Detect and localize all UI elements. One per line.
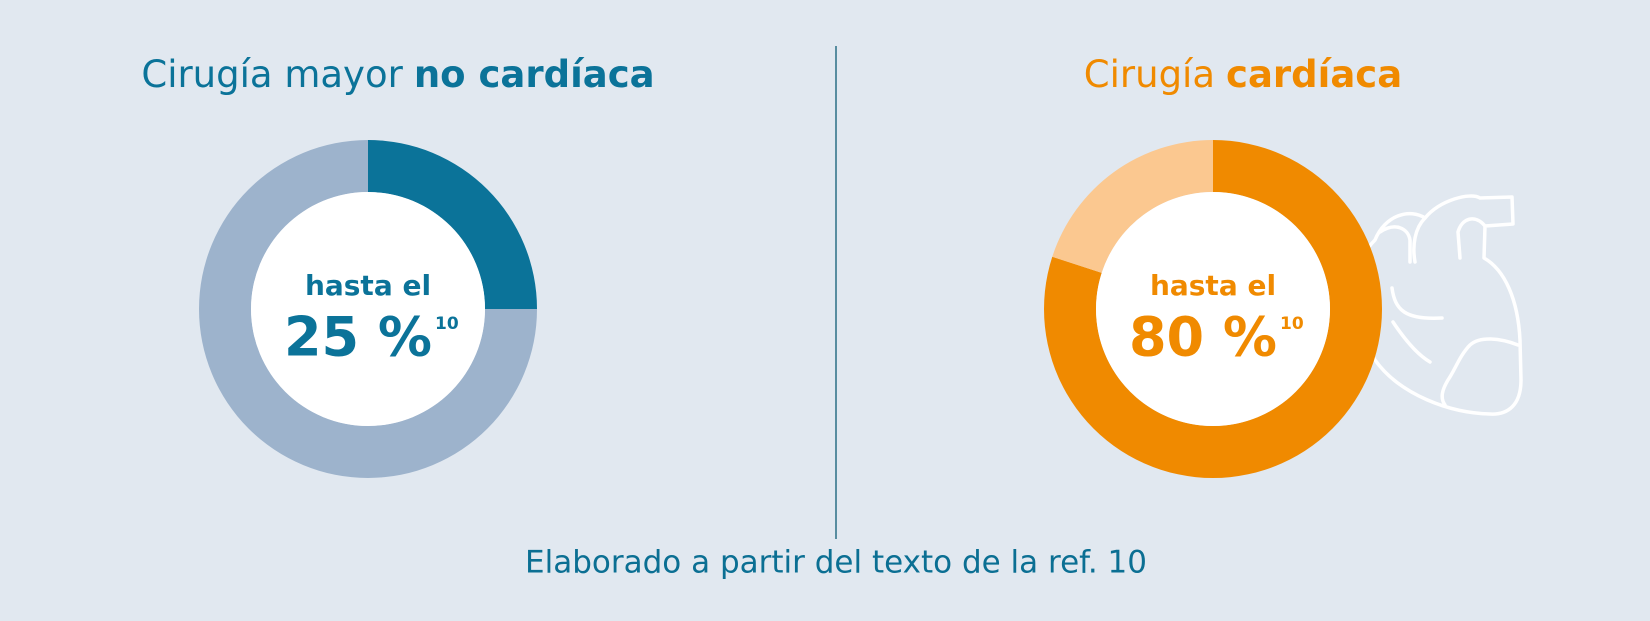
value-label: 80 % bbox=[1129, 306, 1277, 369]
donut-hole bbox=[251, 192, 485, 426]
donut-segment bbox=[368, 140, 537, 309]
chart-title: Cirugía mayor no cardíaca bbox=[141, 53, 654, 96]
reference: 10 bbox=[1280, 314, 1304, 334]
title-text: Cirugía bbox=[1084, 53, 1215, 96]
value-label: 25 % bbox=[284, 306, 432, 369]
title-bold: cardíaca bbox=[1226, 53, 1402, 96]
donut-segment bbox=[1044, 140, 1383, 479]
reference: 10 bbox=[435, 314, 459, 334]
title-bold: no cardíaca bbox=[414, 53, 655, 96]
title-text: Cirugía mayor bbox=[141, 53, 403, 96]
center-label: hasta el bbox=[305, 269, 431, 302]
donut-segment bbox=[1052, 140, 1213, 273]
donut-hole bbox=[1096, 192, 1330, 426]
footnote: Elaborado a partir del texto de la ref. … bbox=[525, 545, 1147, 581]
chart-title: Cirugía cardíaca bbox=[1084, 53, 1402, 96]
center-label: hasta el bbox=[1150, 269, 1276, 302]
donut-segment bbox=[199, 140, 537, 478]
